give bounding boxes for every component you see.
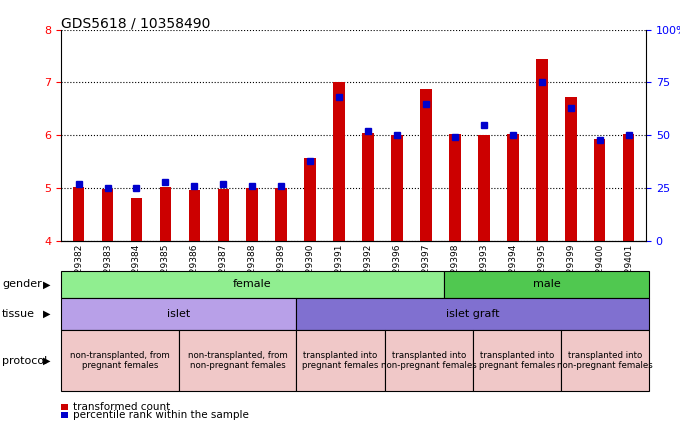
Text: percentile rank within the sample: percentile rank within the sample — [73, 410, 250, 420]
Text: male: male — [532, 280, 560, 289]
Bar — [449, 135, 461, 241]
Bar — [275, 188, 287, 241]
Text: female: female — [233, 280, 272, 289]
Text: non-transplanted, from
non-pregnant females: non-transplanted, from non-pregnant fema… — [188, 351, 288, 370]
Text: GDS5618 / 10358490: GDS5618 / 10358490 — [61, 17, 211, 31]
Bar — [536, 59, 547, 241]
Bar — [218, 190, 229, 241]
Text: islet: islet — [167, 309, 190, 319]
Bar — [305, 158, 316, 241]
Text: ▶: ▶ — [43, 280, 50, 289]
Bar — [362, 133, 374, 241]
Bar — [420, 89, 432, 241]
Text: ▶: ▶ — [43, 309, 50, 319]
Text: transplanted into
pregnant females: transplanted into pregnant females — [303, 351, 379, 370]
Text: transplanted into
non-pregnant females: transplanted into non-pregnant females — [558, 351, 653, 370]
Bar — [131, 198, 142, 241]
Text: non-transplanted, from
pregnant females: non-transplanted, from pregnant females — [70, 351, 170, 370]
Bar — [623, 135, 634, 241]
Text: transformed count: transformed count — [73, 402, 171, 412]
Text: transplanted into
pregnant females: transplanted into pregnant females — [479, 351, 556, 370]
Bar — [188, 190, 200, 241]
Bar — [160, 187, 171, 241]
Bar — [507, 135, 519, 241]
Text: tissue: tissue — [2, 309, 35, 319]
Bar — [565, 97, 577, 241]
Bar — [102, 190, 114, 241]
Text: gender: gender — [2, 280, 41, 289]
Text: protocol: protocol — [2, 356, 48, 365]
Bar — [391, 135, 403, 241]
Bar — [594, 139, 605, 241]
Bar — [73, 187, 84, 241]
Bar — [246, 188, 258, 241]
Text: ▶: ▶ — [43, 356, 50, 365]
Text: islet graft: islet graft — [446, 309, 500, 319]
Bar — [478, 135, 490, 241]
Bar — [333, 82, 345, 241]
Text: transplanted into
non-pregnant females: transplanted into non-pregnant females — [381, 351, 477, 370]
